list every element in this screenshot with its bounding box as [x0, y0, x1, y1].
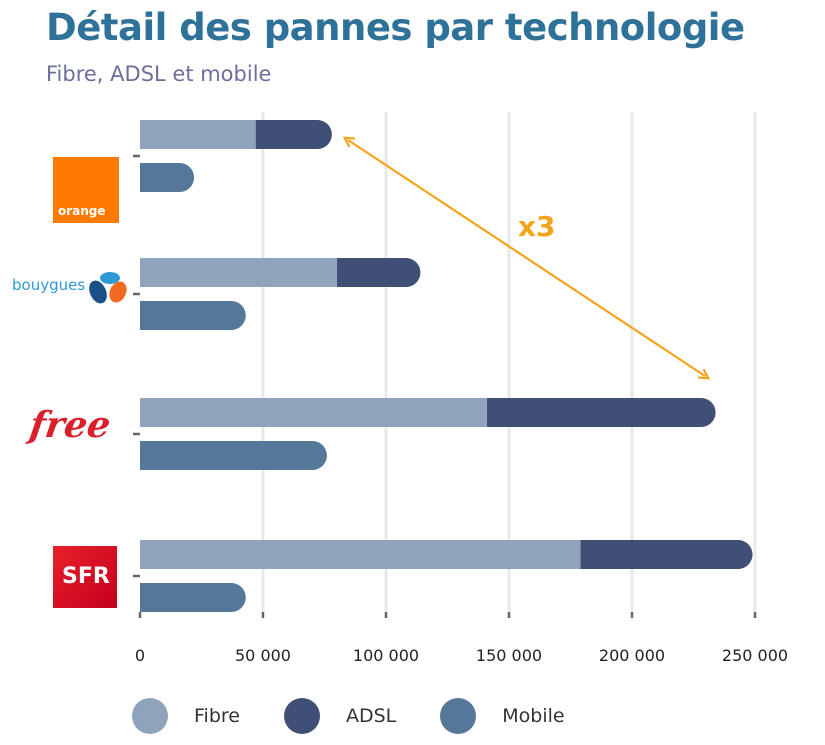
legend-label-fibre: Fibre: [194, 705, 240, 727]
x-tick-label-2: 100 000: [353, 646, 419, 665]
free-logo: free: [27, 404, 114, 446]
legend-swatch-adsl: [283, 698, 320, 734]
bar-mobile-2: [140, 441, 327, 470]
sfr-logo-text: SFR: [62, 564, 110, 589]
legend-item-fibre: Fibre: [132, 698, 240, 734]
bars: [140, 120, 753, 612]
x-tick-label-4: 200 000: [599, 646, 665, 665]
annotation: x3: [348, 140, 705, 376]
annotation-arrow: [348, 140, 705, 376]
legend-swatch-mobile: [440, 698, 477, 734]
bouygues-logo: bouygues: [12, 268, 130, 308]
sfr-logo: SFR: [53, 546, 117, 608]
bar-adsl-1: [336, 258, 421, 287]
chart-subtitle: Fibre, ADSL et mobile: [46, 62, 272, 86]
bar-fibre-3: [140, 540, 581, 569]
legend-label-mobile: Mobile: [502, 705, 565, 727]
bar-mobile-3: [140, 583, 246, 612]
bar-fibre-2: [140, 398, 487, 427]
bar-mobile-0: [140, 163, 195, 192]
bar-adsl-2: [486, 398, 716, 427]
x-axis: 0 50 000 100 000 150 000 200 000 250 000: [133, 154, 788, 665]
legend-item-adsl: ADSL: [283, 698, 397, 734]
x-tick-label-0: 0: [135, 646, 145, 665]
legend-swatch-fibre: [132, 698, 168, 734]
bouygues-logo-text: bouygues: [12, 276, 86, 294]
x-tick-label-5: 250 000: [722, 646, 788, 665]
bar-mobile-1: [140, 301, 246, 330]
annotation-label: x3: [518, 210, 556, 243]
chart-title: Détail des pannes par technologie: [46, 6, 745, 49]
legend-label-adsl: ADSL: [345, 705, 397, 727]
bouygues-bird-icon: [89, 272, 127, 304]
legend: Fibre ADSL Mobile: [132, 698, 609, 734]
bar-adsl-0: [255, 120, 332, 149]
orange-logo-text: orange: [58, 204, 106, 218]
orange-logo: orange: [53, 157, 119, 223]
bar-fibre-1: [140, 258, 337, 287]
legend-item-mobile: Mobile: [440, 698, 565, 734]
bar-fibre-0: [140, 120, 256, 149]
bar-adsl-3: [580, 540, 753, 569]
x-tick-label-1: 50 000: [235, 646, 291, 665]
x-tick-label-3: 150 000: [476, 646, 542, 665]
gridlines: [261, 112, 757, 612]
